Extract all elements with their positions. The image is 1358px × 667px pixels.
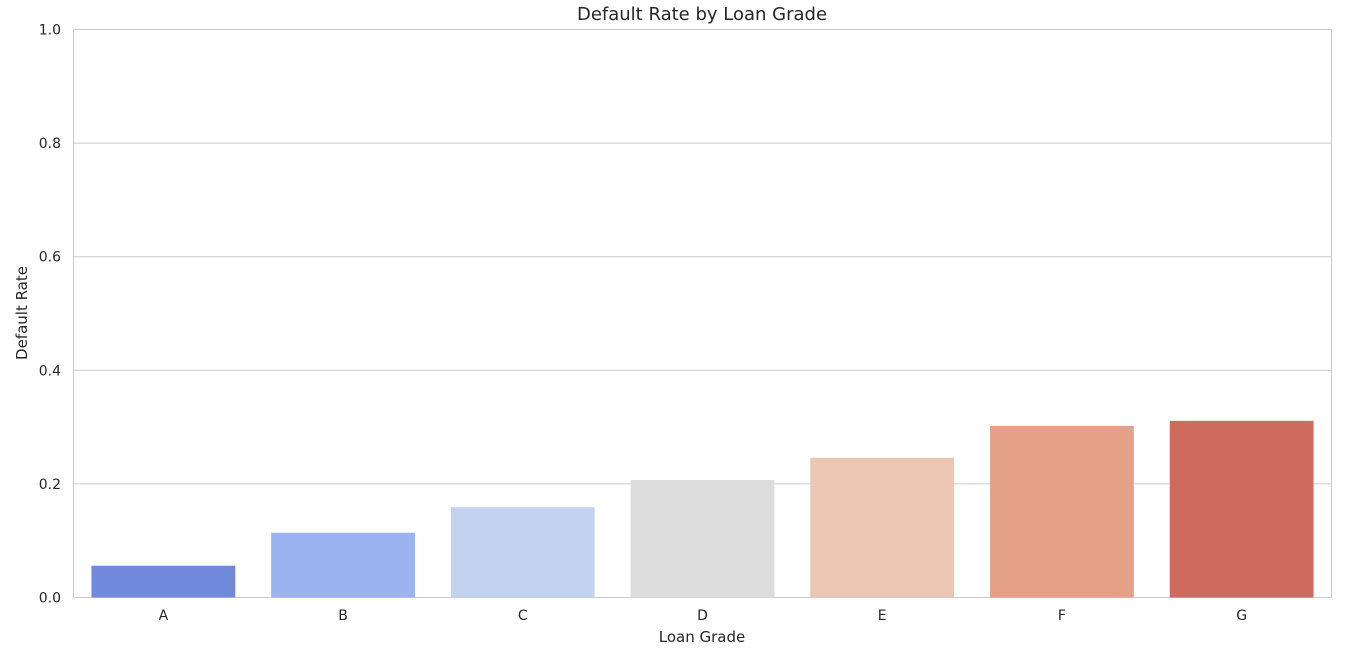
y-tick-label: 0.8 [39, 136, 61, 152]
y-tick-label: 0.6 [39, 250, 61, 266]
chart-title: Default Rate by Loan Grade [577, 4, 827, 25]
x-tick-label: G [1236, 608, 1247, 624]
y-tick-label: 0.4 [39, 363, 61, 379]
bar-g [1169, 420, 1314, 598]
bars [91, 420, 1314, 598]
x-tick-label: A [159, 608, 169, 624]
y-tick-labels: 0.0 0.2 0.4 0.6 0.8 1.0 [39, 23, 61, 607]
x-tick-label: B [338, 608, 348, 624]
x-tick-label: F [1058, 608, 1066, 624]
y-tick-label: 1.0 [39, 23, 61, 39]
y-axis-label: Default Rate [13, 266, 31, 360]
x-tick-labels: A B C D E F G [159, 608, 1248, 624]
y-tick-label: 0.2 [39, 477, 61, 493]
bar-a [91, 565, 236, 598]
x-tick-label: E [878, 608, 887, 624]
x-tick-label: D [697, 608, 708, 624]
bar-f [990, 425, 1134, 598]
bar-b [271, 532, 415, 598]
x-tick-label: C [518, 608, 528, 624]
bar-c [450, 507, 595, 598]
x-axis-label: Loan Grade [659, 628, 745, 646]
bar-e [810, 457, 955, 598]
bar-d [630, 479, 775, 598]
gridlines [73, 142, 1332, 485]
y-tick-label: 0.0 [39, 591, 61, 607]
